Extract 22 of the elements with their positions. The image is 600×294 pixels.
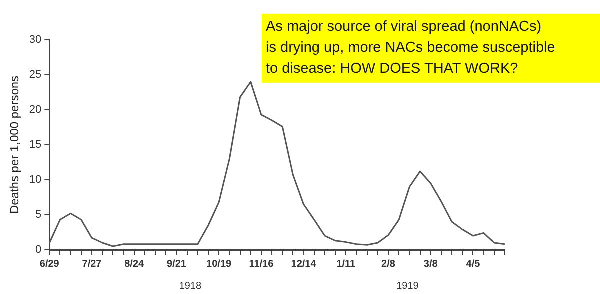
- y-tick-label: 10: [29, 174, 42, 186]
- y-tick-label: 15: [29, 139, 42, 152]
- y-tick-label: 25: [29, 69, 42, 82]
- x-tick-label: 11/16: [249, 258, 274, 270]
- x-tick-label: 8/24: [124, 258, 145, 270]
- y-tick-label: 30: [29, 34, 42, 46]
- text: 1919: [396, 280, 420, 292]
- x-tick-label: 7/27: [82, 258, 102, 270]
- text: 1918: [179, 280, 202, 292]
- y-axis-title: Deaths per 1,000 persons: [8, 76, 22, 214]
- x-tick-label: 6/29: [40, 258, 60, 270]
- y-tick-label: 5: [36, 209, 42, 222]
- y-tick-label: 0: [36, 244, 42, 256]
- x-tick-label: 2/8: [382, 258, 396, 270]
- note-box: As major source of viral spread (nonNACs) is drying up, more NACs become susceptible to disease: HOW DOES THAT WORK?: [262, 14, 600, 83]
- x-tick-label: 1/11: [336, 258, 356, 270]
- x-tick-label: 3/8: [424, 258, 438, 270]
- x-tick-label: 9/21: [166, 258, 187, 270]
- x-tick-label: 12/14: [291, 258, 317, 270]
- x-tick-label: 4/5: [466, 258, 481, 270]
- y-tick-label: 20: [29, 104, 42, 116]
- x-tick-label: 10/19: [206, 258, 232, 270]
